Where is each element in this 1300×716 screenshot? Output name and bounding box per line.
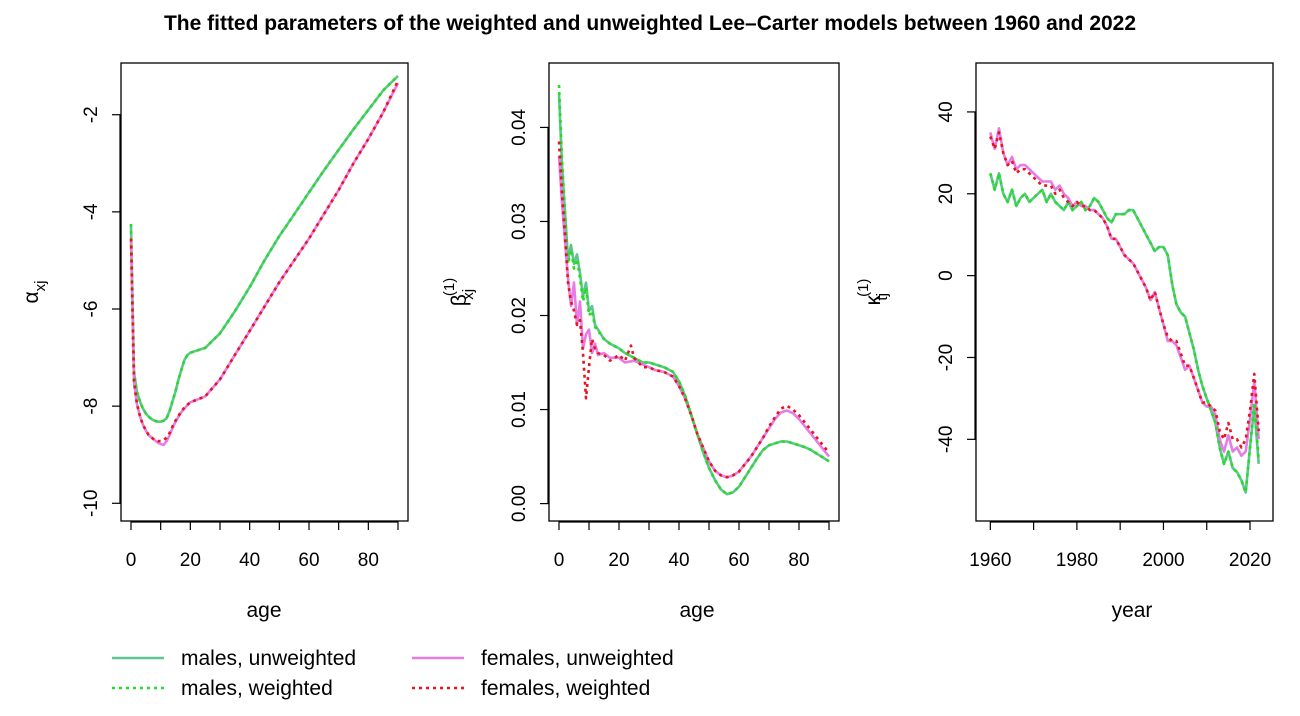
y-tick-label: 0.04 (509, 109, 530, 146)
y-axis-label-main: α (20, 291, 43, 303)
y-tick-label: -4 (81, 203, 102, 220)
x-axis-label: age (246, 599, 281, 622)
y-tick-label: -6 (81, 301, 102, 318)
y-axis-label: κ(1) tj (855, 279, 891, 306)
panel-1: 0 20 40 60 80 -10 -8 -6 -4 -2 age αxj (20, 62, 409, 622)
x-tick-label: 20 (608, 550, 629, 571)
y-tick-label: -2 (81, 106, 102, 123)
y-axis-label-superscript: (1) (855, 279, 872, 297)
y-axis-label-main: κ (862, 294, 885, 305)
series-line-females-unweighted (989, 127, 1260, 457)
series-line-females-unweighted (557, 155, 831, 479)
y-axis-label-superscript: (1) (441, 278, 458, 296)
y-tick-label: -40 (936, 426, 957, 453)
x-tick-label: 2000 (1142, 550, 1184, 571)
x-tick-label: 80 (788, 550, 809, 571)
y-tick-label: 0.01 (509, 391, 530, 428)
y-axis-label-main: β (448, 294, 471, 306)
x-tick-label: 0 (126, 550, 137, 571)
legend-item: females, weighted (412, 677, 650, 700)
series-line-females-unweighted (129, 82, 400, 447)
x-tick-label: 2020 (1229, 550, 1271, 571)
y-axis-label-subscript: tj (874, 293, 891, 301)
panel-2: 0 20 40 60 80 0.00 0.01 0.02 0.03 0.04 age β(1) xj (441, 62, 840, 622)
legend-label: females, unweighted (481, 647, 674, 670)
x-tick-label: 1980 (1056, 550, 1098, 571)
series-line-males-unweighted (557, 94, 830, 496)
x-tick-label: 1960 (969, 550, 1011, 571)
series-line-females-weighted (989, 131, 1260, 449)
plot-frame (120, 62, 409, 522)
x-tick-label: 40 (668, 550, 689, 571)
plot-frame (548, 62, 840, 522)
y-axis-label: αxj (20, 281, 49, 304)
legend-label: males, weighted (181, 677, 333, 700)
x-tick-label: 20 (180, 550, 201, 571)
x-axis-label: year (1112, 599, 1153, 622)
y-tick-label: 0 (936, 270, 957, 281)
x-tick-label: 60 (298, 550, 319, 571)
series-line-females-weighted (557, 141, 831, 479)
y-axis-label: β(1) xj (441, 278, 477, 306)
series-line-females-weighted (129, 80, 400, 443)
y-tick-label: -20 (936, 344, 957, 371)
y-tick-label: 20 (936, 183, 957, 204)
x-tick-label: 40 (239, 550, 260, 571)
x-tick-label: 60 (728, 550, 749, 571)
y-tick-label: 0.03 (509, 203, 530, 240)
x-tick-label: 0 (554, 550, 565, 571)
panel-3: 1960 1980 2000 2020 -40 -20 0 20 40 year κ(1) tj (855, 62, 1274, 622)
x-tick-label: 80 (358, 550, 379, 571)
y-tick-label: -8 (81, 398, 102, 415)
legend-item: females, unweighted (412, 647, 674, 670)
y-axis-label-subscript: xj (32, 281, 49, 292)
y-tick-label: 0.02 (509, 297, 530, 334)
figure-title: The fitted parameters of the weighted an… (164, 12, 1136, 35)
y-tick-label: -10 (81, 490, 102, 517)
legend-label: females, weighted (481, 677, 650, 700)
series-line-males-unweighted (989, 172, 1260, 494)
legend-label: males, unweighted (181, 647, 356, 670)
legend-item: males, weighted (112, 677, 333, 700)
x-axis-label: age (679, 599, 714, 622)
plot-frame (975, 62, 1274, 522)
legend: males, unweighted males, weighted females,… (112, 647, 674, 700)
series-line-males-unweighted (129, 74, 399, 423)
legend-item: males, unweighted (112, 647, 356, 670)
y-axis-label-subscript: xj (460, 289, 477, 300)
series-line-males-weighted (989, 172, 1260, 494)
y-tick-label: 0.00 (509, 485, 530, 522)
y-tick-label: 40 (936, 101, 957, 122)
series-line-males-weighted (557, 85, 830, 496)
series-line-males-weighted (129, 74, 399, 423)
